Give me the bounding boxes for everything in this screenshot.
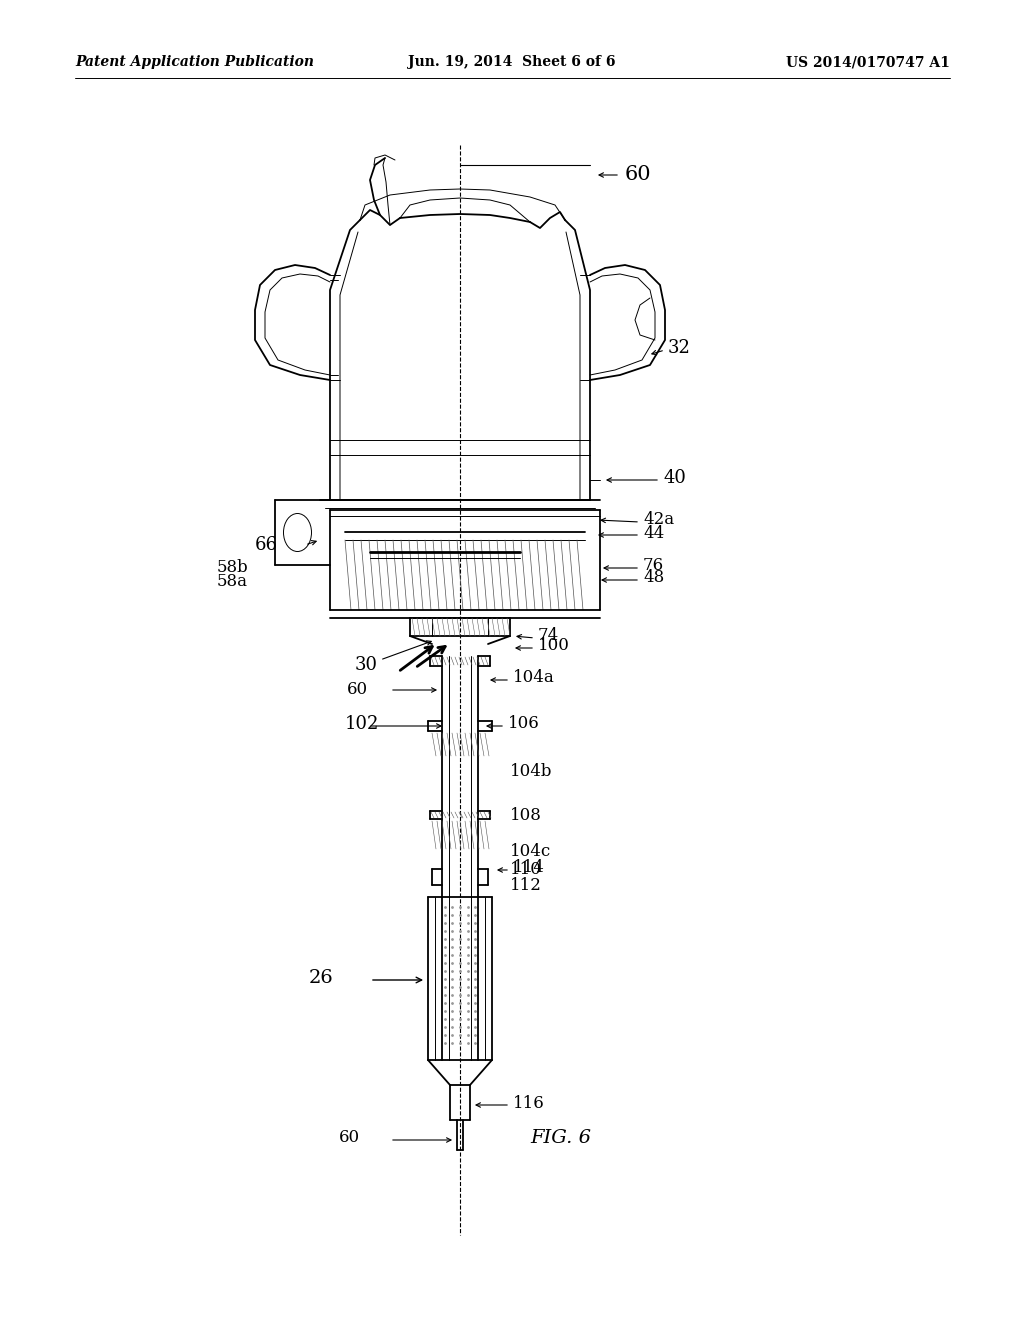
Text: 108: 108 — [510, 807, 542, 824]
Text: 60: 60 — [339, 1130, 360, 1147]
Text: Patent Application Publication: Patent Application Publication — [75, 55, 314, 69]
Text: 110: 110 — [510, 861, 542, 878]
Text: 106: 106 — [508, 715, 540, 733]
Text: 44: 44 — [643, 524, 665, 541]
Text: 60: 60 — [347, 681, 368, 698]
Text: 74: 74 — [538, 627, 559, 644]
Text: 102: 102 — [345, 715, 379, 733]
Text: 40: 40 — [663, 469, 686, 487]
Text: 32: 32 — [668, 339, 691, 356]
Text: 104b: 104b — [510, 763, 553, 780]
Text: 42a: 42a — [643, 511, 674, 528]
Text: 76: 76 — [643, 557, 665, 574]
Text: US 2014/0170747 A1: US 2014/0170747 A1 — [786, 55, 950, 69]
Text: 100: 100 — [538, 638, 570, 655]
Text: 104a: 104a — [513, 669, 555, 686]
Text: FIG. 6: FIG. 6 — [530, 1129, 591, 1147]
Text: 104c: 104c — [510, 842, 551, 859]
Text: 66: 66 — [255, 536, 278, 554]
Text: 112: 112 — [510, 876, 542, 894]
Text: 114: 114 — [513, 859, 545, 876]
Text: 58a: 58a — [217, 573, 248, 590]
Text: 60: 60 — [625, 165, 651, 185]
Text: 26: 26 — [308, 969, 333, 987]
Text: 116: 116 — [513, 1094, 545, 1111]
Text: Jun. 19, 2014  Sheet 6 of 6: Jun. 19, 2014 Sheet 6 of 6 — [409, 55, 615, 69]
Text: 48: 48 — [643, 569, 665, 586]
Text: 58b: 58b — [216, 560, 248, 577]
Text: 30: 30 — [355, 656, 378, 675]
